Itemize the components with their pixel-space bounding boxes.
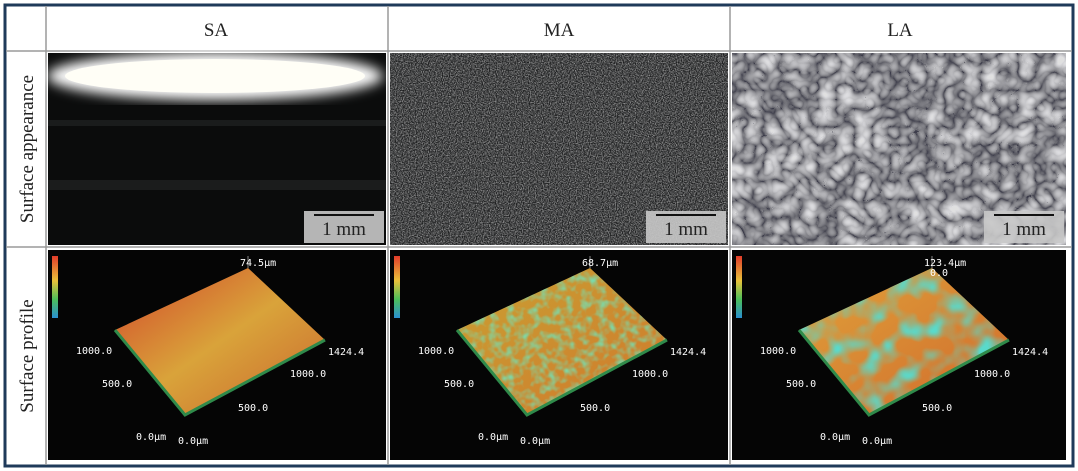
y-axis-label: 0.0μm bbox=[136, 432, 166, 443]
scale-bar-box bbox=[984, 211, 1064, 243]
column-header: MA bbox=[544, 20, 575, 41]
x-axis-label: 1000.0 bbox=[632, 369, 668, 380]
scale-bar-label: 1 mm bbox=[1002, 219, 1046, 240]
x-axis-label: 0.0μm bbox=[520, 436, 550, 447]
column-header: SA bbox=[204, 20, 229, 41]
y-axis-label: 500.0 bbox=[786, 379, 816, 390]
scale-bar-box bbox=[646, 211, 726, 243]
y-axis-label: 500.0 bbox=[444, 379, 474, 390]
surface-edge bbox=[113, 329, 326, 417]
surface-edge bbox=[797, 329, 1010, 417]
x-axis-label: 1000.0 bbox=[290, 369, 326, 380]
color-bar bbox=[736, 256, 742, 318]
surface-profile: 74.5μm1000.0500.00.0μm1424.41000.0500.00… bbox=[48, 250, 386, 460]
surface bbox=[115, 268, 325, 415]
color-bar bbox=[52, 256, 58, 318]
x-axis-label: 1424.4 bbox=[670, 347, 706, 358]
row-label: Surface appearance bbox=[17, 75, 38, 223]
peak-label: 68.7μm bbox=[582, 258, 618, 269]
y-axis-label: 1000.0 bbox=[76, 346, 112, 357]
row-label: Surface profile bbox=[17, 299, 38, 412]
min-label: 0.0 bbox=[930, 268, 948, 279]
peak-label: 123.4μm bbox=[924, 258, 966, 269]
peak-label: 74.5μm bbox=[240, 258, 276, 269]
y-axis-label: 0.0μm bbox=[478, 432, 508, 443]
scale-bar-label: 1 mm bbox=[664, 219, 708, 240]
x-axis-label: 1424.4 bbox=[1012, 347, 1048, 358]
x-axis-label: 1424.4 bbox=[328, 347, 364, 358]
surface-profile: 68.7μm1000.0500.00.0μm1424.41000.0500.00… bbox=[390, 250, 728, 460]
surface-edge bbox=[455, 329, 668, 417]
y-axis-label: 1000.0 bbox=[760, 346, 796, 357]
outer-border bbox=[3, 3, 1075, 468]
x-axis-label: 0.0μm bbox=[178, 436, 208, 447]
x-axis-label: 500.0 bbox=[580, 403, 610, 414]
x-axis-label: 0.0μm bbox=[862, 436, 892, 447]
scale-bar-box bbox=[304, 211, 384, 243]
scale-bar-label: 1 mm bbox=[322, 219, 366, 240]
y-axis-label: 1000.0 bbox=[418, 346, 454, 357]
y-axis-label: 0.0μm bbox=[820, 432, 850, 443]
x-axis-label: 500.0 bbox=[238, 403, 268, 414]
color-bar bbox=[394, 256, 400, 318]
photo bbox=[732, 53, 1066, 245]
x-axis-label: 1000.0 bbox=[974, 369, 1010, 380]
column-header: LA bbox=[887, 20, 913, 41]
surface-profile: 123.4μm0.01000.0500.00.0μm1424.41000.050… bbox=[732, 250, 1066, 460]
y-axis-label: 500.0 bbox=[102, 379, 132, 390]
x-axis-label: 500.0 bbox=[922, 403, 952, 414]
